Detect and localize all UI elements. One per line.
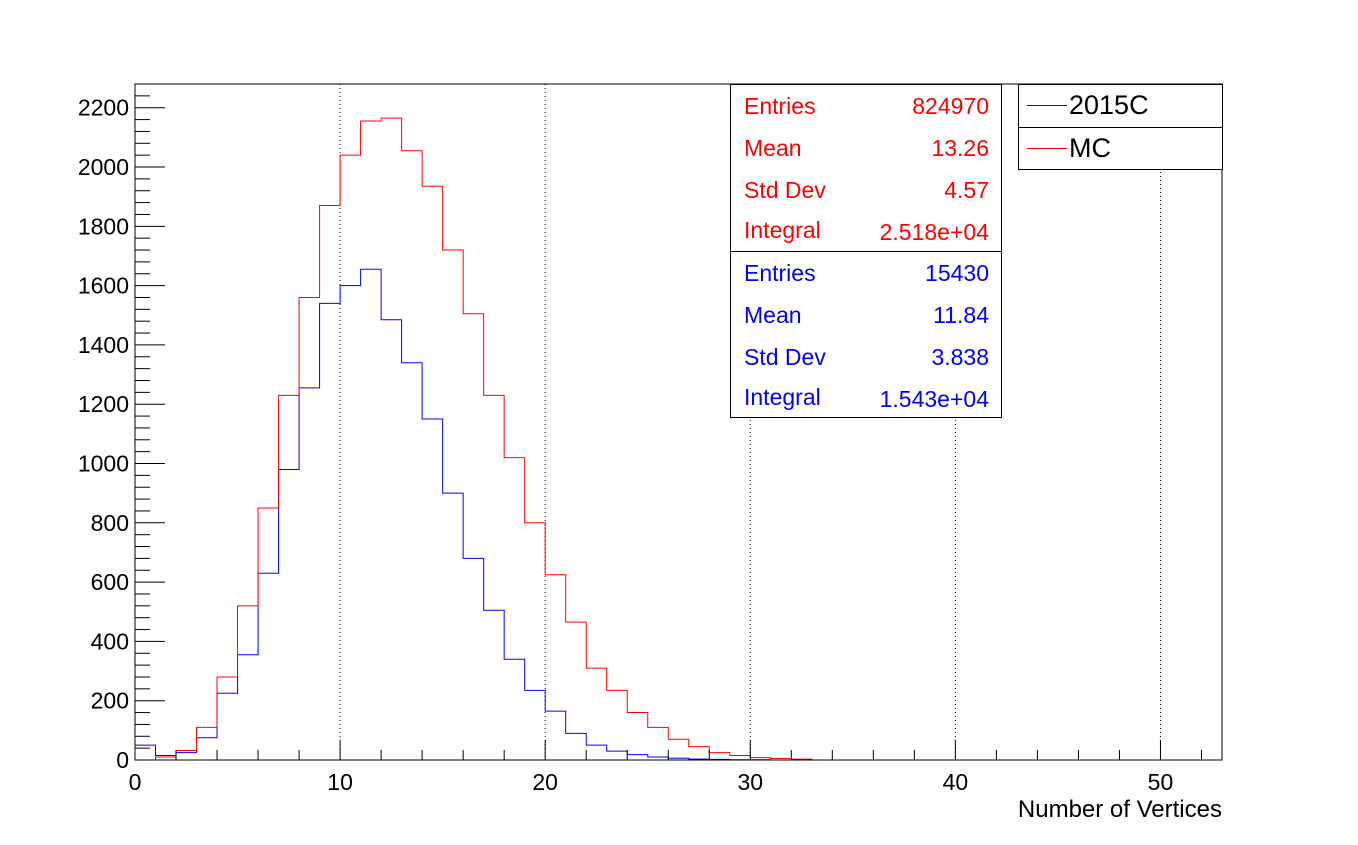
legend-label: 2015C	[1069, 90, 1149, 120]
y-tick-label: 1800	[78, 213, 129, 239]
x-axis-label: Number of Vertices	[1018, 796, 1222, 823]
stat-value: 11.84	[933, 302, 989, 328]
stat-mc-integral: Integral 2.518e+04	[731, 209, 1001, 251]
stat-value: 4.57	[944, 177, 989, 203]
y-tick-label: 1000	[78, 451, 129, 477]
legend-divider	[1019, 127, 1222, 128]
series-mc-line	[135, 117, 1222, 761]
stats-box: Entries 824970 Mean 13.26 Std Dev 4.57 I…	[730, 84, 1002, 418]
x-tick-label: 30	[737, 769, 763, 795]
stat-label: Mean	[744, 302, 802, 328]
stat-value: 1.543e+04	[879, 386, 989, 412]
y-tick-label: 0	[116, 747, 129, 773]
stats-divider	[731, 251, 1001, 252]
stat-data-entries: Entries 15430	[731, 252, 1001, 294]
y-tick-label: 2000	[78, 154, 129, 180]
y-tick-label: 2200	[78, 95, 129, 121]
plot-frame	[134, 83, 1223, 761]
legend-entry-mc: MC	[1019, 128, 1222, 170]
stat-value: 824970	[912, 93, 989, 119]
legend-label: MC	[1069, 133, 1111, 163]
stat-data-stddev: Std Dev 3.838	[731, 336, 1001, 378]
stat-value: 13.26	[931, 135, 989, 161]
y-tick-label: 1200	[78, 391, 129, 417]
stat-label: Std Dev	[744, 177, 826, 203]
stat-value: 3.838	[931, 344, 989, 370]
stat-label: Integral	[744, 384, 821, 410]
stat-value: 15430	[925, 260, 989, 286]
y-tick-label: 1400	[78, 332, 129, 358]
stat-mc-mean: Mean 13.26	[731, 127, 1001, 169]
x-tick-label: 10	[327, 769, 353, 795]
legend-swatch-2015c	[1027, 105, 1067, 106]
legend-entry-2015c: 2015C	[1019, 85, 1222, 127]
stat-label: Entries	[744, 260, 816, 286]
stat-mc-entries: Entries 824970	[731, 85, 1001, 127]
y-tick-label: 1600	[78, 273, 129, 299]
stat-label: Entries	[744, 93, 816, 119]
x-tick-label: 20	[532, 769, 558, 795]
y-tick-label: 800	[91, 510, 129, 536]
stat-value: 2.518e+04	[879, 219, 989, 245]
stat-label: Integral	[744, 217, 821, 243]
series-2015c-line	[135, 268, 1222, 761]
stat-data-integral: Integral 1.543e+04	[731, 376, 1001, 418]
stat-mc-stddev: Std Dev 4.57	[731, 169, 1001, 211]
y-tick-label: 600	[91, 569, 129, 595]
x-tick-label: 50	[1148, 769, 1174, 795]
stat-data-mean: Mean 11.84	[731, 294, 1001, 336]
y-tick-label: 400	[91, 628, 129, 654]
y-tick-label: 200	[91, 688, 129, 714]
stat-label: Mean	[744, 135, 802, 161]
x-tick-label: 40	[943, 769, 969, 795]
legend: 2015C MC	[1018, 84, 1223, 170]
legend-swatch-mc	[1027, 148, 1067, 149]
stat-label: Std Dev	[744, 344, 826, 370]
x-tick-label: 0	[129, 769, 142, 795]
